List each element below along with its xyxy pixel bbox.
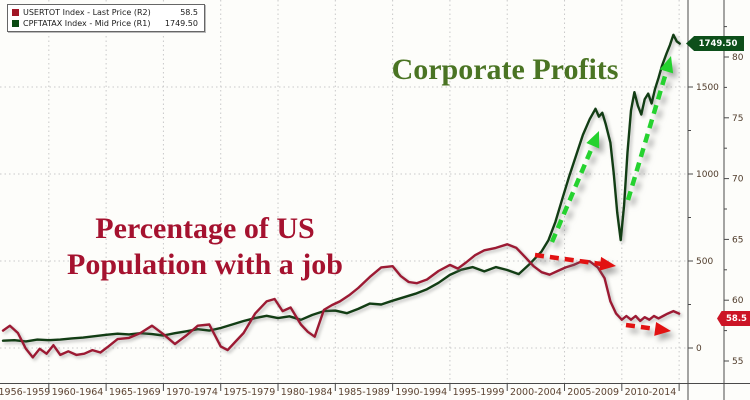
red-flat-arrow-1 — [534, 252, 616, 271]
arrow-shaft — [625, 67, 670, 201]
legend: USERTOT Index - Last Price (R2) 58.5 CPFTA… — [7, 4, 205, 32]
x-axis-date-label: 2005-2009 — [567, 387, 619, 398]
x-axis-date-label: 1980-1984 — [281, 387, 333, 398]
x-axis-date-label: 2000-2004 — [510, 387, 562, 398]
legend-value: 58.5 — [180, 8, 198, 17]
arrow-shaft — [625, 322, 659, 332]
arrow-head-icon — [599, 256, 616, 271]
legend-value: 1749.50 — [164, 19, 198, 28]
axis-tick-label: 55 — [732, 357, 743, 367]
series-line-r1 — [1, 33, 681, 343]
axis-tick-label: 0 — [696, 344, 702, 354]
population-annotation-line1: Percentage of US — [95, 212, 315, 245]
x-axis-date-label: 1956-1959 — [0, 387, 50, 398]
axis-tick-label: 70 — [732, 175, 744, 185]
legend-item-1: CPFTATAX Index - Mid Price (R1) 1749.50 — [12, 19, 198, 28]
legend-swatch-icon — [12, 20, 19, 27]
x-axis-date-label: 1960-1964 — [52, 387, 104, 398]
population-annotation: Percentage of US Population with a job — [67, 211, 343, 283]
last-price-badge-green: 1749.50 — [686, 36, 744, 51]
x-axis-date-label: 1990-1994 — [395, 387, 447, 398]
x-axis-date-label: 2010-2014 — [625, 387, 677, 398]
arrow-head-icon — [659, 56, 674, 74]
axis-tick-label: 500 — [696, 257, 713, 267]
x-axis-date-label: 1985-1989 — [338, 387, 390, 398]
green-up-arrow-1 — [549, 131, 600, 243]
population-annotation-line2: Population with a job — [67, 248, 343, 281]
axis-tick-label: 60 — [732, 296, 744, 306]
arrow-head-icon — [654, 321, 671, 336]
axis-tick-label: 80 — [732, 53, 744, 63]
x-axis-date-label: 1995-1999 — [453, 387, 505, 398]
legend-item-0: USERTOT Index - Last Price (R2) 58.5 — [12, 8, 198, 17]
axis-tick-label: 65 — [732, 235, 743, 245]
legend-label: USERTOT Index - Last Price (R2) — [23, 8, 151, 17]
arrow-head-icon — [586, 131, 600, 149]
red-flat-arrow-2 — [625, 321, 671, 336]
x-axis-date-label: 1975-1979 — [223, 387, 275, 398]
legend-swatch-icon — [12, 9, 19, 16]
series-line-r2 — [1, 243, 681, 359]
legend-label: CPFTATAX Index - Mid Price (R1) — [23, 19, 151, 28]
axis-tick-label: 75 — [732, 114, 743, 124]
axis-tick-label: 1000 — [696, 170, 719, 180]
arrow-shaft — [549, 142, 597, 243]
last-price-badge-red: 58.5 — [717, 311, 750, 326]
x-axis-date-label: 1965-1969 — [109, 387, 161, 398]
x-axis-date-label: 1970-1974 — [166, 387, 218, 398]
axis-tick-label: 1500 — [696, 83, 719, 93]
arrow-shaft — [534, 252, 604, 267]
green-up-arrow-2 — [625, 56, 674, 201]
corporate-profits-annotation: Corporate Profits — [391, 53, 619, 86]
